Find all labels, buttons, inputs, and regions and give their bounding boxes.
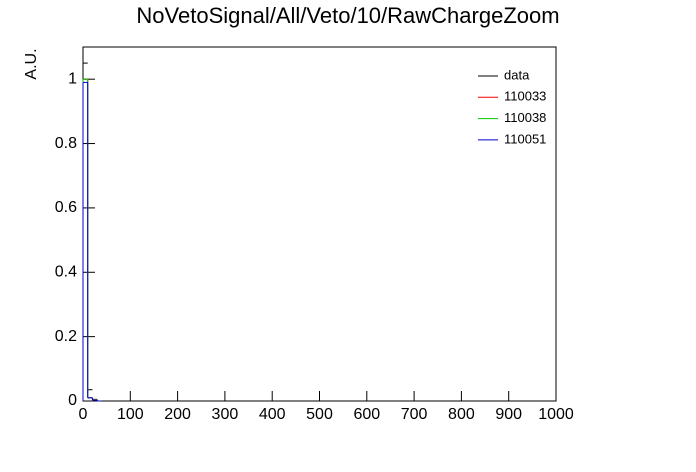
y-tick-label: 0.2 bbox=[55, 328, 77, 345]
y-tick-label: 0.8 bbox=[55, 135, 77, 152]
x-tick-label: 700 bbox=[401, 406, 428, 423]
legend-label: 110033 bbox=[504, 89, 546, 104]
y-tick-label: 0.6 bbox=[55, 199, 77, 216]
legend-label: data bbox=[504, 67, 530, 82]
y-tick-label: 0 bbox=[68, 392, 77, 409]
x-tick-label: 900 bbox=[495, 406, 522, 423]
x-tick-label: 400 bbox=[259, 406, 286, 423]
x-tick-label: 600 bbox=[353, 406, 380, 423]
x-tick-label: 500 bbox=[306, 406, 333, 423]
x-tick-label: 200 bbox=[164, 406, 191, 423]
x-tick-label: 800 bbox=[448, 406, 475, 423]
y-tick-label: 1 bbox=[68, 70, 77, 87]
y-axis-label: A.U. bbox=[23, 48, 40, 79]
x-tick-label: 100 bbox=[117, 406, 144, 423]
x-tick-label: 300 bbox=[212, 406, 239, 423]
x-tick-label: 0 bbox=[79, 406, 88, 423]
legend-label: 110051 bbox=[504, 131, 546, 146]
chart-title: NoVetoSignal/All/Veto/10/RawChargeZoom bbox=[136, 3, 559, 28]
x-tick-label: 1000 bbox=[538, 406, 574, 423]
legend-label: 110038 bbox=[504, 110, 546, 125]
y-tick-label: 0.4 bbox=[55, 263, 77, 280]
